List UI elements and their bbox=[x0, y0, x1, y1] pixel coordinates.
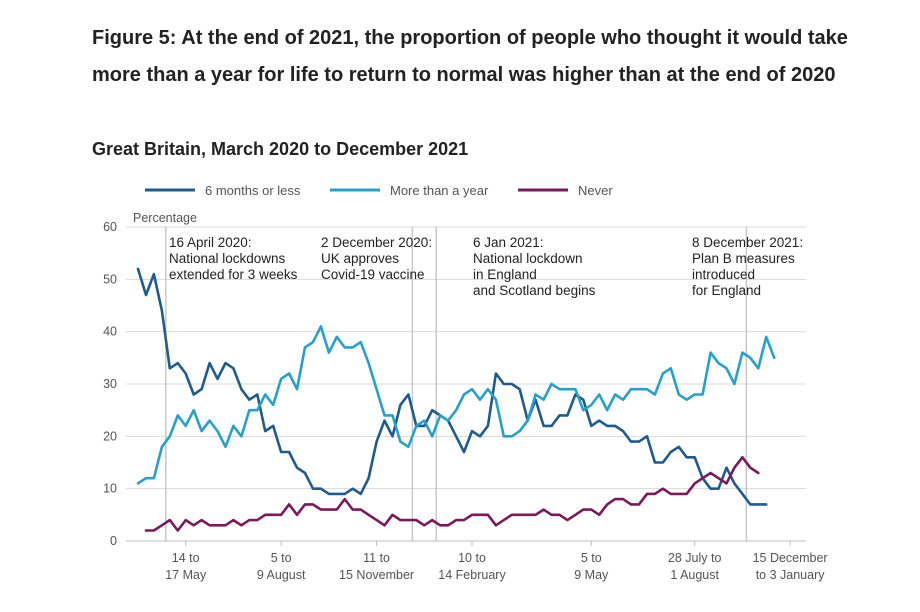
x-tick-label: 15 December bbox=[753, 551, 828, 565]
annotation-april-2020-text: 16 April 2020: bbox=[169, 235, 252, 250]
x-tick-label: 10 to bbox=[458, 551, 486, 565]
x-tick-label: 11 to bbox=[363, 551, 390, 565]
annotation-december-2021-text: 8 December 2021: bbox=[692, 235, 803, 250]
series-line-never bbox=[144, 455, 760, 532]
annotation-december-2020-text: 2 December 2020: bbox=[321, 235, 432, 250]
x-tick-label: 5 to bbox=[581, 551, 602, 565]
y-tick-60: 60 bbox=[103, 220, 117, 234]
series-line-6-months-or-less bbox=[136, 267, 768, 506]
annotation-april-2020-text: extended for 3 weeks bbox=[169, 267, 298, 282]
annotation-january-2021-text: in England bbox=[473, 267, 537, 282]
annotation-january-2021-text: 6 Jan 2021: bbox=[473, 235, 544, 250]
y-axis-ticks: 0 10 20 30 40 50 60 bbox=[103, 220, 117, 548]
y-tick-0: 0 bbox=[110, 534, 117, 548]
x-tick-label: 9 August bbox=[257, 568, 306, 582]
event-lines bbox=[165, 227, 748, 541]
annotation-january-2021-text: and Scotland begins bbox=[473, 283, 596, 298]
y-tick-20: 20 bbox=[103, 429, 117, 443]
series-lines bbox=[136, 267, 776, 532]
x-tick-label: 15 November bbox=[339, 568, 414, 582]
y-tick-50: 50 bbox=[103, 272, 117, 286]
annotation-december-2020-text: UK approves bbox=[321, 251, 399, 266]
y-tick-40: 40 bbox=[103, 325, 117, 339]
chart-subtitle: Great Britain, March 2020 to December 20… bbox=[92, 139, 469, 159]
x-tick-label: 14 to bbox=[172, 551, 200, 565]
x-tick-label: 1 August bbox=[670, 568, 719, 582]
x-axis: 14 to 17 May 5 to 9 August 11 to 15 November 1… bbox=[126, 540, 828, 582]
legend-label-6-months-or-less: 6 months or less bbox=[205, 183, 301, 198]
annotation-december-2021-text: for England bbox=[692, 283, 761, 298]
y-tick-30: 30 bbox=[103, 377, 117, 391]
y-tick-10: 10 bbox=[103, 482, 117, 496]
legend-label-more-than-a-year: More than a year bbox=[390, 183, 489, 198]
chart-title: Figure 5: At the end of 2021, the propor… bbox=[92, 27, 848, 86]
x-tick-label: to 3 January bbox=[756, 568, 826, 582]
annotation-december-2021-text: introduced bbox=[692, 267, 755, 282]
annotation-april-2020-text: National lockdowns bbox=[169, 251, 286, 266]
x-tick-label: 17 May bbox=[165, 568, 207, 582]
annotation-january-2021-text: National lockdown bbox=[473, 251, 583, 266]
annotation-december-2020-text: Covid-19 vaccine bbox=[321, 267, 425, 282]
x-tick-label: 9 May bbox=[574, 568, 609, 582]
legend-label-never: Never bbox=[578, 183, 613, 198]
annotation-december-2021-text: Plan B measures bbox=[692, 251, 795, 266]
x-tick-label: 14 February bbox=[438, 568, 506, 582]
y-axis-label: Percentage bbox=[133, 211, 197, 225]
series-line-more-than-a-year bbox=[136, 325, 776, 485]
x-tick-label: 5 to bbox=[271, 551, 292, 565]
legend: 6 months or less More than a year Never bbox=[145, 183, 613, 198]
x-tick-label: 28 July to bbox=[668, 551, 722, 565]
annotations: 16 April 2020:National lockdownsextended… bbox=[169, 235, 803, 298]
